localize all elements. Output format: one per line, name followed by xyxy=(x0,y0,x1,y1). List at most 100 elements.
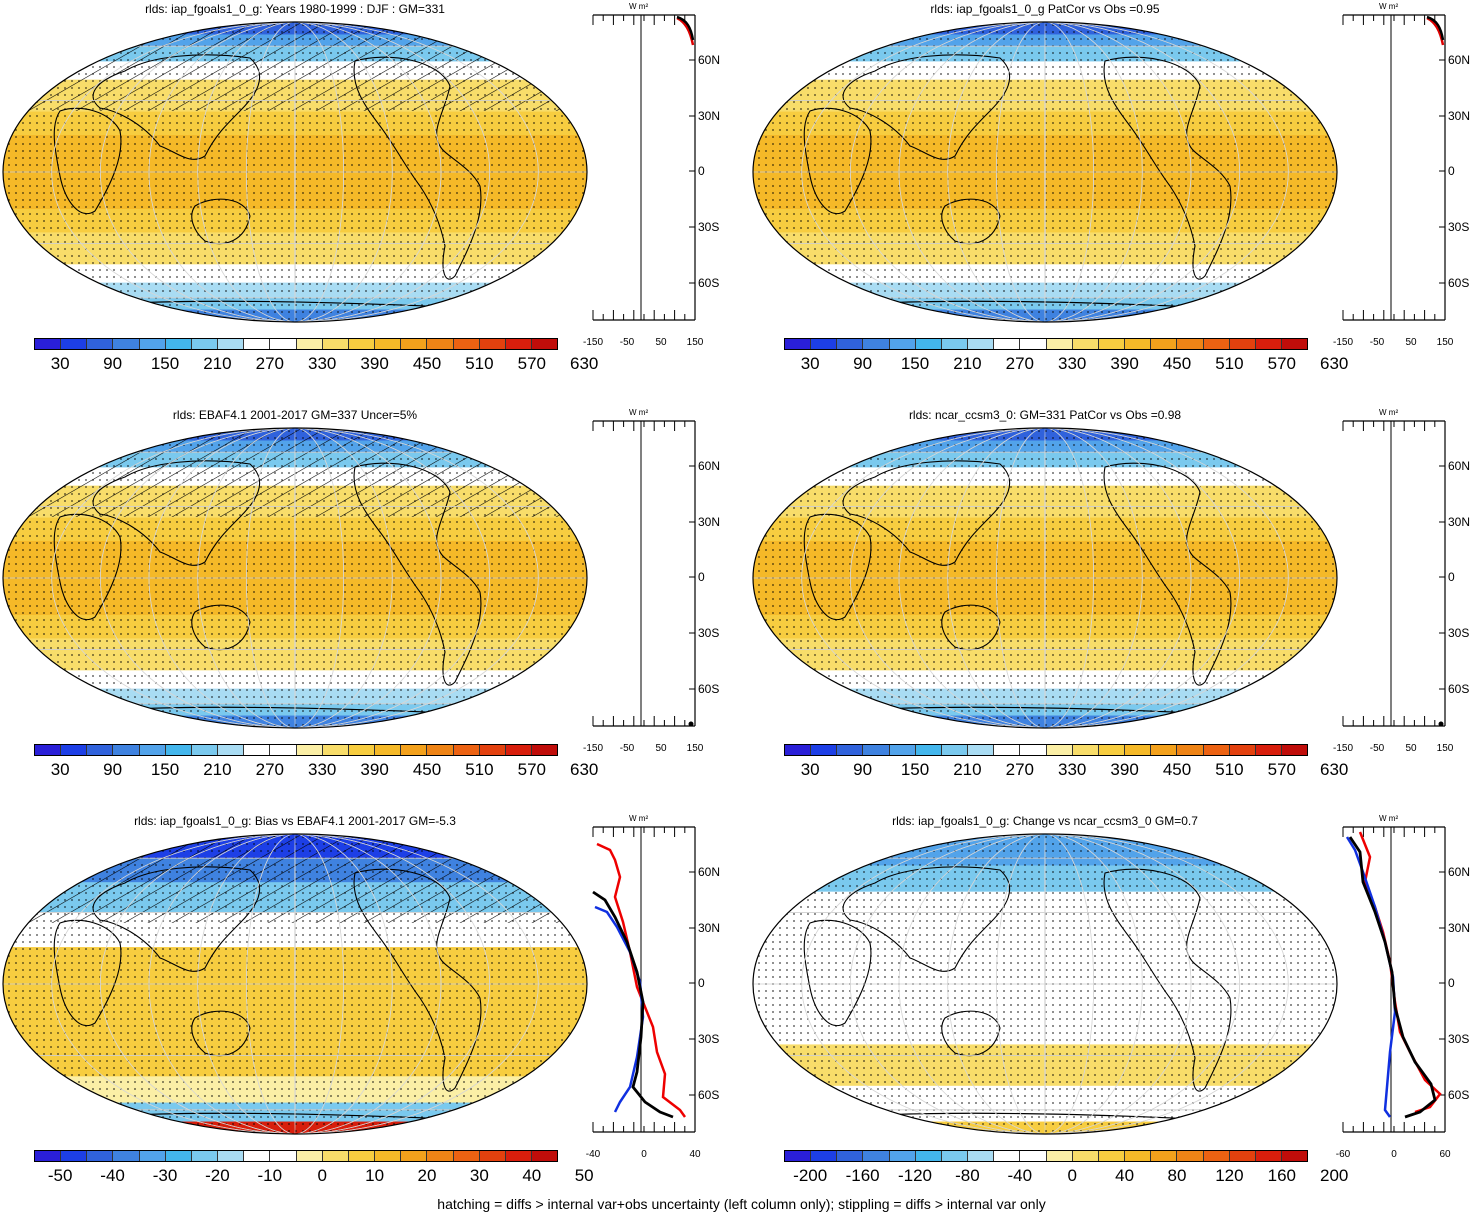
colorbar-tick-label: -10 xyxy=(257,1166,283,1185)
colorbar-tick-label: 120 xyxy=(1215,1166,1244,1185)
colorbar-tick-label: 150 xyxy=(150,760,180,779)
colorbar-swatch xyxy=(1151,339,1178,349)
colorbar-swatch xyxy=(505,745,532,755)
colorbar xyxy=(784,1150,1308,1162)
zonal-mean-profile: W m² xyxy=(592,408,696,727)
colorbar-tick-label: 40 xyxy=(522,1166,542,1185)
colorbar-tick-label: 0 xyxy=(1067,1166,1077,1185)
colorbar-swatch xyxy=(191,339,219,349)
colorbar-swatch xyxy=(191,1151,219,1161)
colorbar-labels: 30 90 150 210 270 330 390 450 510 570 630 xyxy=(784,354,1349,376)
colorbar-swatch xyxy=(863,745,890,755)
colorbar xyxy=(34,1150,558,1162)
profile-x-tick-label: 150 xyxy=(686,743,704,754)
latitude-label: 30S xyxy=(698,626,720,640)
colorbar-swatch xyxy=(113,1151,140,1161)
colorbar-swatch xyxy=(244,1151,271,1161)
colorbar xyxy=(784,338,1308,350)
colorbar-tick-label: 450 xyxy=(1162,354,1192,373)
colorbar-tick-label: 210 xyxy=(203,760,232,779)
colorbar-swatch xyxy=(811,1151,838,1161)
world-map xyxy=(752,21,1338,323)
colorbar-swatch xyxy=(296,339,323,349)
map-panel: rlds: EBAF4.1 2001-2017 GM=337 Uncer=5% 3… xyxy=(0,406,741,811)
latitude-label: 30N xyxy=(698,109,721,123)
colorbar-tick-label: 210 xyxy=(953,760,982,779)
colorbar-tick-label: 30 xyxy=(469,1166,489,1185)
colorbar-swatch xyxy=(35,339,62,349)
colorbar-tick-label: 210 xyxy=(203,354,232,373)
colorbar-tick-label: 390 xyxy=(360,354,389,373)
colorbar-swatch xyxy=(453,339,480,349)
colorbar-tick-label: -80 xyxy=(955,1166,980,1185)
colorbar-swatch xyxy=(968,1151,995,1161)
colorbar-swatch xyxy=(1281,1151,1308,1161)
colorbar-tick-label: -120 xyxy=(897,1166,933,1185)
colorbar-swatch xyxy=(1151,1151,1178,1161)
colorbar-swatch xyxy=(87,745,114,755)
colorbar-swatch xyxy=(1098,1151,1126,1161)
colorbar-swatch xyxy=(165,339,192,349)
colorbar-swatch xyxy=(270,339,297,349)
colorbar-tick-label: 570 xyxy=(1267,760,1296,779)
profile-unit-label: W m² xyxy=(629,2,648,11)
map-panel: rlds: ncar_ccsm3_0: GM=331 PatCor vs Obs… xyxy=(750,406,1483,811)
colorbar-swatch xyxy=(1255,745,1282,755)
colorbar-swatch xyxy=(1098,339,1126,349)
colorbar-tick-label: 330 xyxy=(1058,760,1087,779)
colorbar-tick-label: 20 xyxy=(417,1166,437,1185)
colorbar-swatch xyxy=(375,1151,402,1161)
colorbar-swatch xyxy=(165,1151,192,1161)
colorbar-tick-label: 200 xyxy=(1320,1166,1349,1185)
colorbar-tick-label: 90 xyxy=(103,760,123,779)
map-title: rlds: iap_fgoals1_0_g: Years 1980-1999 :… xyxy=(145,2,445,16)
colorbar-swatch xyxy=(785,1151,812,1161)
colorbar-swatch xyxy=(296,745,323,755)
colorbar-swatch xyxy=(968,745,995,755)
colorbar-swatch xyxy=(479,339,506,349)
colorbar-swatch xyxy=(61,745,88,755)
profile-x-tick-label: 50 xyxy=(1405,743,1417,754)
colorbar-tick-label: 450 xyxy=(412,354,442,373)
colorbar-swatch xyxy=(453,745,480,755)
colorbar-swatch xyxy=(401,745,428,755)
colorbar-tick-label: 210 xyxy=(953,354,982,373)
colorbar-tick-label: -200 xyxy=(793,1166,828,1185)
colorbar-swatch xyxy=(218,745,245,755)
colorbar-swatch xyxy=(915,745,942,755)
colorbar-swatch xyxy=(139,745,166,755)
colorbar xyxy=(34,338,558,350)
colorbar-swatch xyxy=(837,1151,864,1161)
colorbar-swatch xyxy=(270,745,297,755)
colorbar-swatch xyxy=(1177,339,1204,349)
profile-x-tick-label: -150 xyxy=(582,743,604,754)
colorbar-swatch xyxy=(139,1151,166,1161)
colorbar-swatch xyxy=(61,339,88,349)
colorbar-swatch xyxy=(1203,745,1230,755)
colorbar-swatch xyxy=(1125,745,1152,755)
colorbar-tick-label: 0 xyxy=(317,1166,327,1185)
profile-x-tick-label: 150 xyxy=(1436,337,1454,348)
colorbar-tick-label: 270 xyxy=(255,354,284,373)
colorbar-tick-label: 570 xyxy=(1267,354,1296,373)
colorbar-swatch xyxy=(785,745,812,755)
colorbar-labels: -200 -160 -120 -80 -40 0 40 80 120 160 200 xyxy=(784,1166,1348,1188)
colorbar-tick-label: 270 xyxy=(1005,760,1034,779)
colorbar-swatch xyxy=(348,745,376,755)
profile-x-tick-label: 0 xyxy=(641,1149,647,1160)
colorbar-swatch xyxy=(191,745,219,755)
colorbar-swatch xyxy=(1255,339,1282,349)
colorbar-swatch xyxy=(1281,745,1308,755)
colorbar-swatch xyxy=(35,1151,62,1161)
colorbar-swatch xyxy=(375,745,402,755)
colorbar-swatch xyxy=(1255,1151,1282,1161)
colorbar-tick-label: 570 xyxy=(517,760,546,779)
colorbar-swatch xyxy=(1020,745,1047,755)
colorbar-swatch xyxy=(322,745,349,755)
colorbar-swatch xyxy=(453,1151,480,1161)
colorbar-swatch xyxy=(1098,745,1126,755)
colorbar-swatch xyxy=(994,339,1021,349)
colorbar-swatch xyxy=(531,745,558,755)
colorbar-swatch xyxy=(1281,339,1308,349)
colorbar-swatch xyxy=(35,745,62,755)
